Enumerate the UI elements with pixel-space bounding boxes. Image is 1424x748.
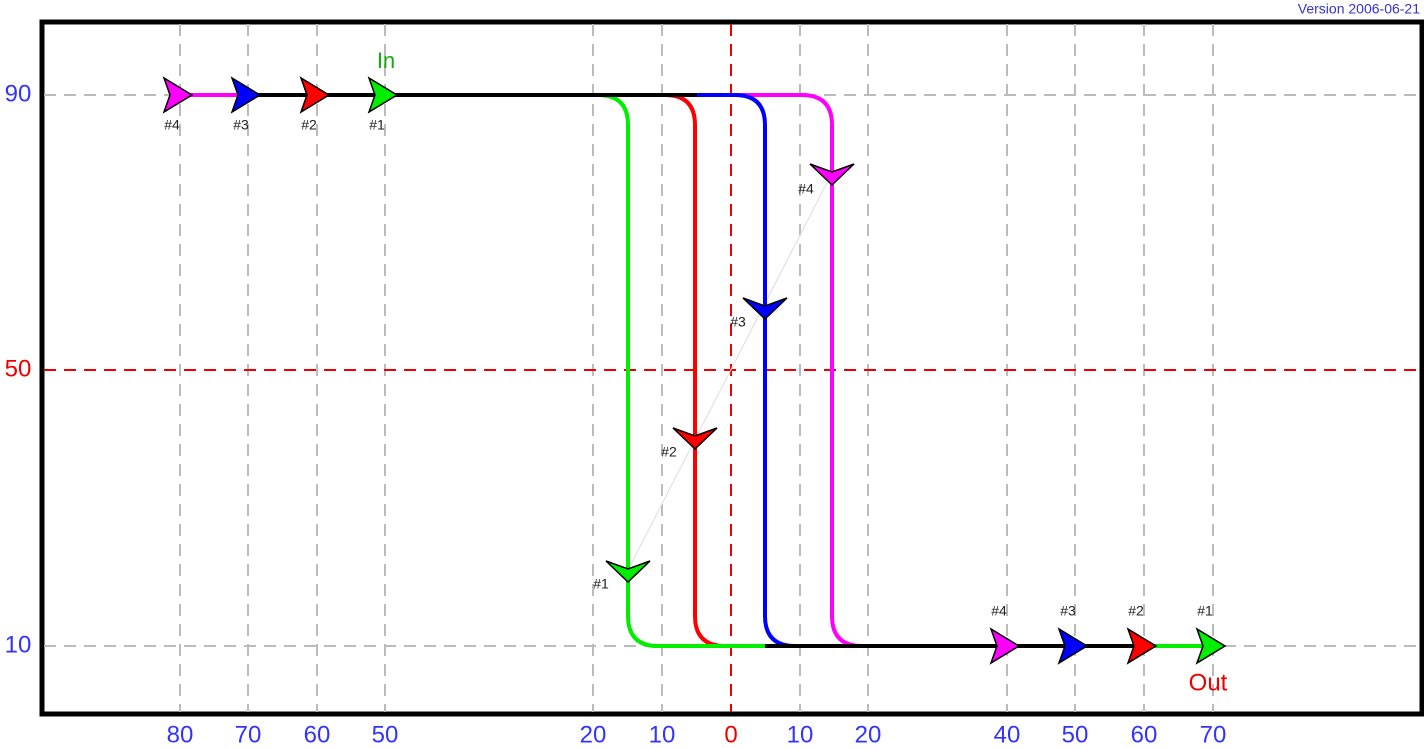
turn-arrows: #1 #2 #3 #4 bbox=[593, 163, 855, 592]
x-label: 0 bbox=[724, 721, 737, 748]
arrow bbox=[162, 76, 194, 114]
x-label: 20 bbox=[855, 721, 882, 748]
arrow bbox=[672, 427, 718, 451]
arrow bbox=[1057, 627, 1089, 665]
x-label: 80 bbox=[167, 721, 194, 748]
marker-label: #1 bbox=[369, 117, 385, 133]
marker-label: #2 bbox=[661, 444, 677, 460]
marker-label: #1 bbox=[593, 576, 609, 592]
x-labels: 80 70 60 50 20 10 0 10 20 40 50 60 70 bbox=[167, 721, 1227, 748]
x-label: 10 bbox=[787, 721, 814, 748]
marker-label: #2 bbox=[301, 117, 317, 133]
arrow bbox=[989, 627, 1021, 665]
arrow bbox=[1195, 627, 1227, 665]
marker-label: #4 bbox=[164, 117, 180, 133]
x-label: 70 bbox=[235, 721, 262, 748]
arrow bbox=[367, 76, 399, 114]
arrow bbox=[1126, 627, 1158, 665]
marker-label: #4 bbox=[991, 603, 1007, 619]
x-label: 40 bbox=[994, 721, 1021, 748]
in-label: In bbox=[377, 48, 395, 73]
connector bbox=[627, 172, 833, 571]
marker-label: #1 bbox=[1197, 603, 1213, 619]
y-label: 90 bbox=[5, 80, 32, 107]
x-label: 60 bbox=[304, 721, 331, 748]
y-labels: 90 50 10 bbox=[5, 80, 32, 658]
out-label: Out bbox=[1189, 669, 1228, 696]
marker-label: #4 bbox=[798, 181, 814, 197]
x-label: 50 bbox=[1062, 721, 1089, 748]
start-arrows: #4 #3 #2 #1 bbox=[162, 76, 399, 133]
arrow bbox=[605, 560, 651, 584]
x-label: 50 bbox=[372, 721, 399, 748]
x-label: 20 bbox=[580, 721, 607, 748]
marker-label: #3 bbox=[233, 117, 249, 133]
y-label: 50 bbox=[5, 355, 32, 382]
end-arrows: #4 #3 #2 #1 bbox=[989, 603, 1227, 665]
x-label: 70 bbox=[1200, 721, 1227, 748]
arrow bbox=[230, 76, 262, 114]
marker-label: #3 bbox=[1060, 603, 1076, 619]
marker-label: #2 bbox=[1128, 603, 1144, 619]
arrow bbox=[299, 76, 331, 114]
marker-label: #3 bbox=[730, 314, 746, 330]
arrow bbox=[742, 297, 788, 321]
x-label: 60 bbox=[1131, 721, 1158, 748]
y-label: 10 bbox=[5, 631, 32, 658]
x-label: 10 bbox=[649, 721, 676, 748]
version: Version 2006-06-21 bbox=[1298, 1, 1420, 17]
arrow bbox=[809, 163, 855, 187]
tracks bbox=[180, 93, 1213, 648]
